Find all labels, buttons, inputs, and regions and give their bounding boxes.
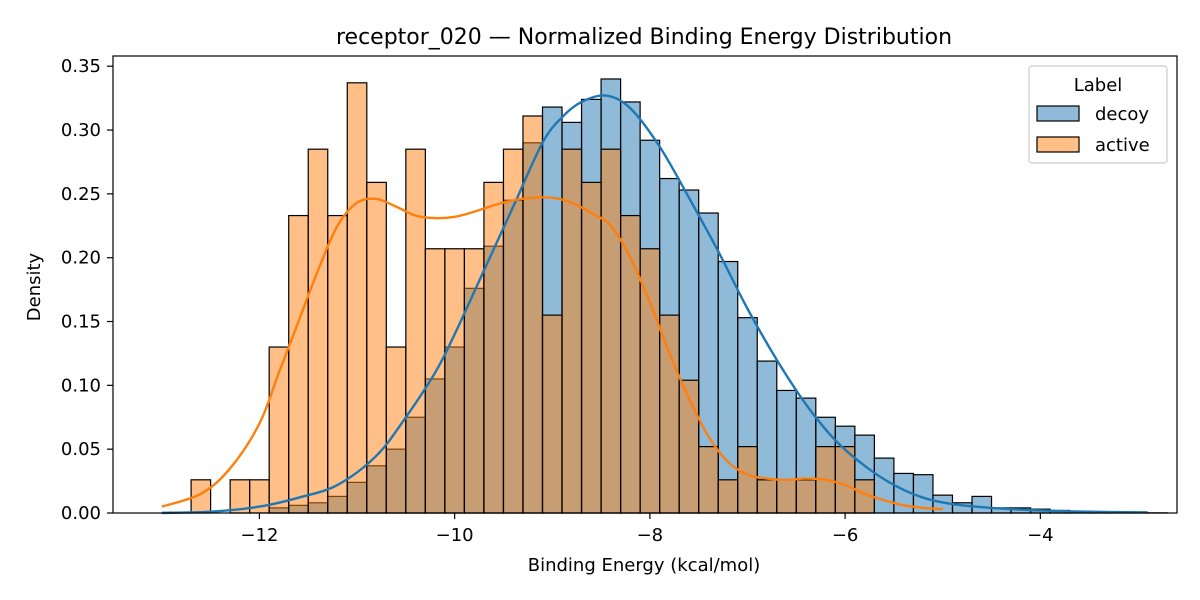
bar-active bbox=[327, 214, 348, 514]
x-tick-label: −8 bbox=[637, 525, 664, 546]
y-tick-label: 0.10 bbox=[61, 375, 101, 396]
kde-layer bbox=[161, 94, 1148, 515]
y-tick-label: 0.25 bbox=[61, 184, 101, 205]
y-tick-label: 0.30 bbox=[61, 120, 101, 141]
x-tick-label: −6 bbox=[832, 525, 859, 546]
chart-title: receptor_020 — Normalized Binding Energy… bbox=[336, 25, 952, 50]
bar-active bbox=[463, 248, 485, 514]
bar-active bbox=[795, 479, 817, 514]
y-tick-label: 0.35 bbox=[61, 56, 101, 77]
bar-active bbox=[288, 214, 309, 514]
legend-label-active: active bbox=[1095, 135, 1150, 156]
legend: Label decoy active bbox=[1028, 65, 1168, 164]
bar-active bbox=[659, 314, 680, 514]
plot-frame bbox=[112, 55, 1178, 514]
y-tick-label: 0.00 bbox=[61, 503, 101, 524]
bar-active bbox=[541, 314, 563, 514]
legend-swatch-decoy bbox=[1036, 105, 1080, 122]
bar-active bbox=[698, 446, 719, 514]
y-axis-label: Density bbox=[24, 252, 45, 321]
kde-line-decoy bbox=[161, 94, 1148, 515]
legend-title: Label bbox=[1074, 75, 1123, 96]
x-axis-label: Binding Energy (kcal/mol) bbox=[528, 555, 761, 576]
bar-active bbox=[444, 248, 466, 514]
y-tick-label: 0.20 bbox=[61, 248, 101, 269]
y-tick-label: 0.05 bbox=[61, 439, 101, 460]
axes-layer: −12 −10 −8 −6 −4 0.00 0.05 0.10 0.15 0.20 0.25 0.30… bbox=[61, 55, 1178, 546]
y-tick-label: 0.15 bbox=[61, 312, 101, 333]
bar-decoy bbox=[873, 457, 895, 514]
bar-decoy bbox=[717, 260, 739, 514]
bar-active bbox=[600, 148, 622, 514]
bar-active bbox=[717, 479, 739, 514]
x-tick-label: −12 bbox=[240, 525, 278, 546]
bar-active bbox=[776, 479, 797, 514]
bar-active bbox=[580, 181, 602, 514]
bar-active bbox=[737, 446, 758, 514]
kde-line-active bbox=[161, 196, 943, 511]
legend-swatch-active bbox=[1036, 136, 1080, 153]
bar-active bbox=[424, 248, 446, 514]
x-tick-label: −10 bbox=[436, 525, 474, 546]
bar-active bbox=[346, 82, 368, 514]
bar-active bbox=[307, 148, 329, 514]
x-tick-label: −4 bbox=[1027, 525, 1054, 546]
legend-label-decoy: decoy bbox=[1095, 104, 1149, 125]
bar-active bbox=[756, 479, 778, 514]
bars-layer bbox=[190, 78, 1168, 514]
bar-active bbox=[405, 148, 426, 514]
bar-decoy bbox=[971, 495, 993, 514]
